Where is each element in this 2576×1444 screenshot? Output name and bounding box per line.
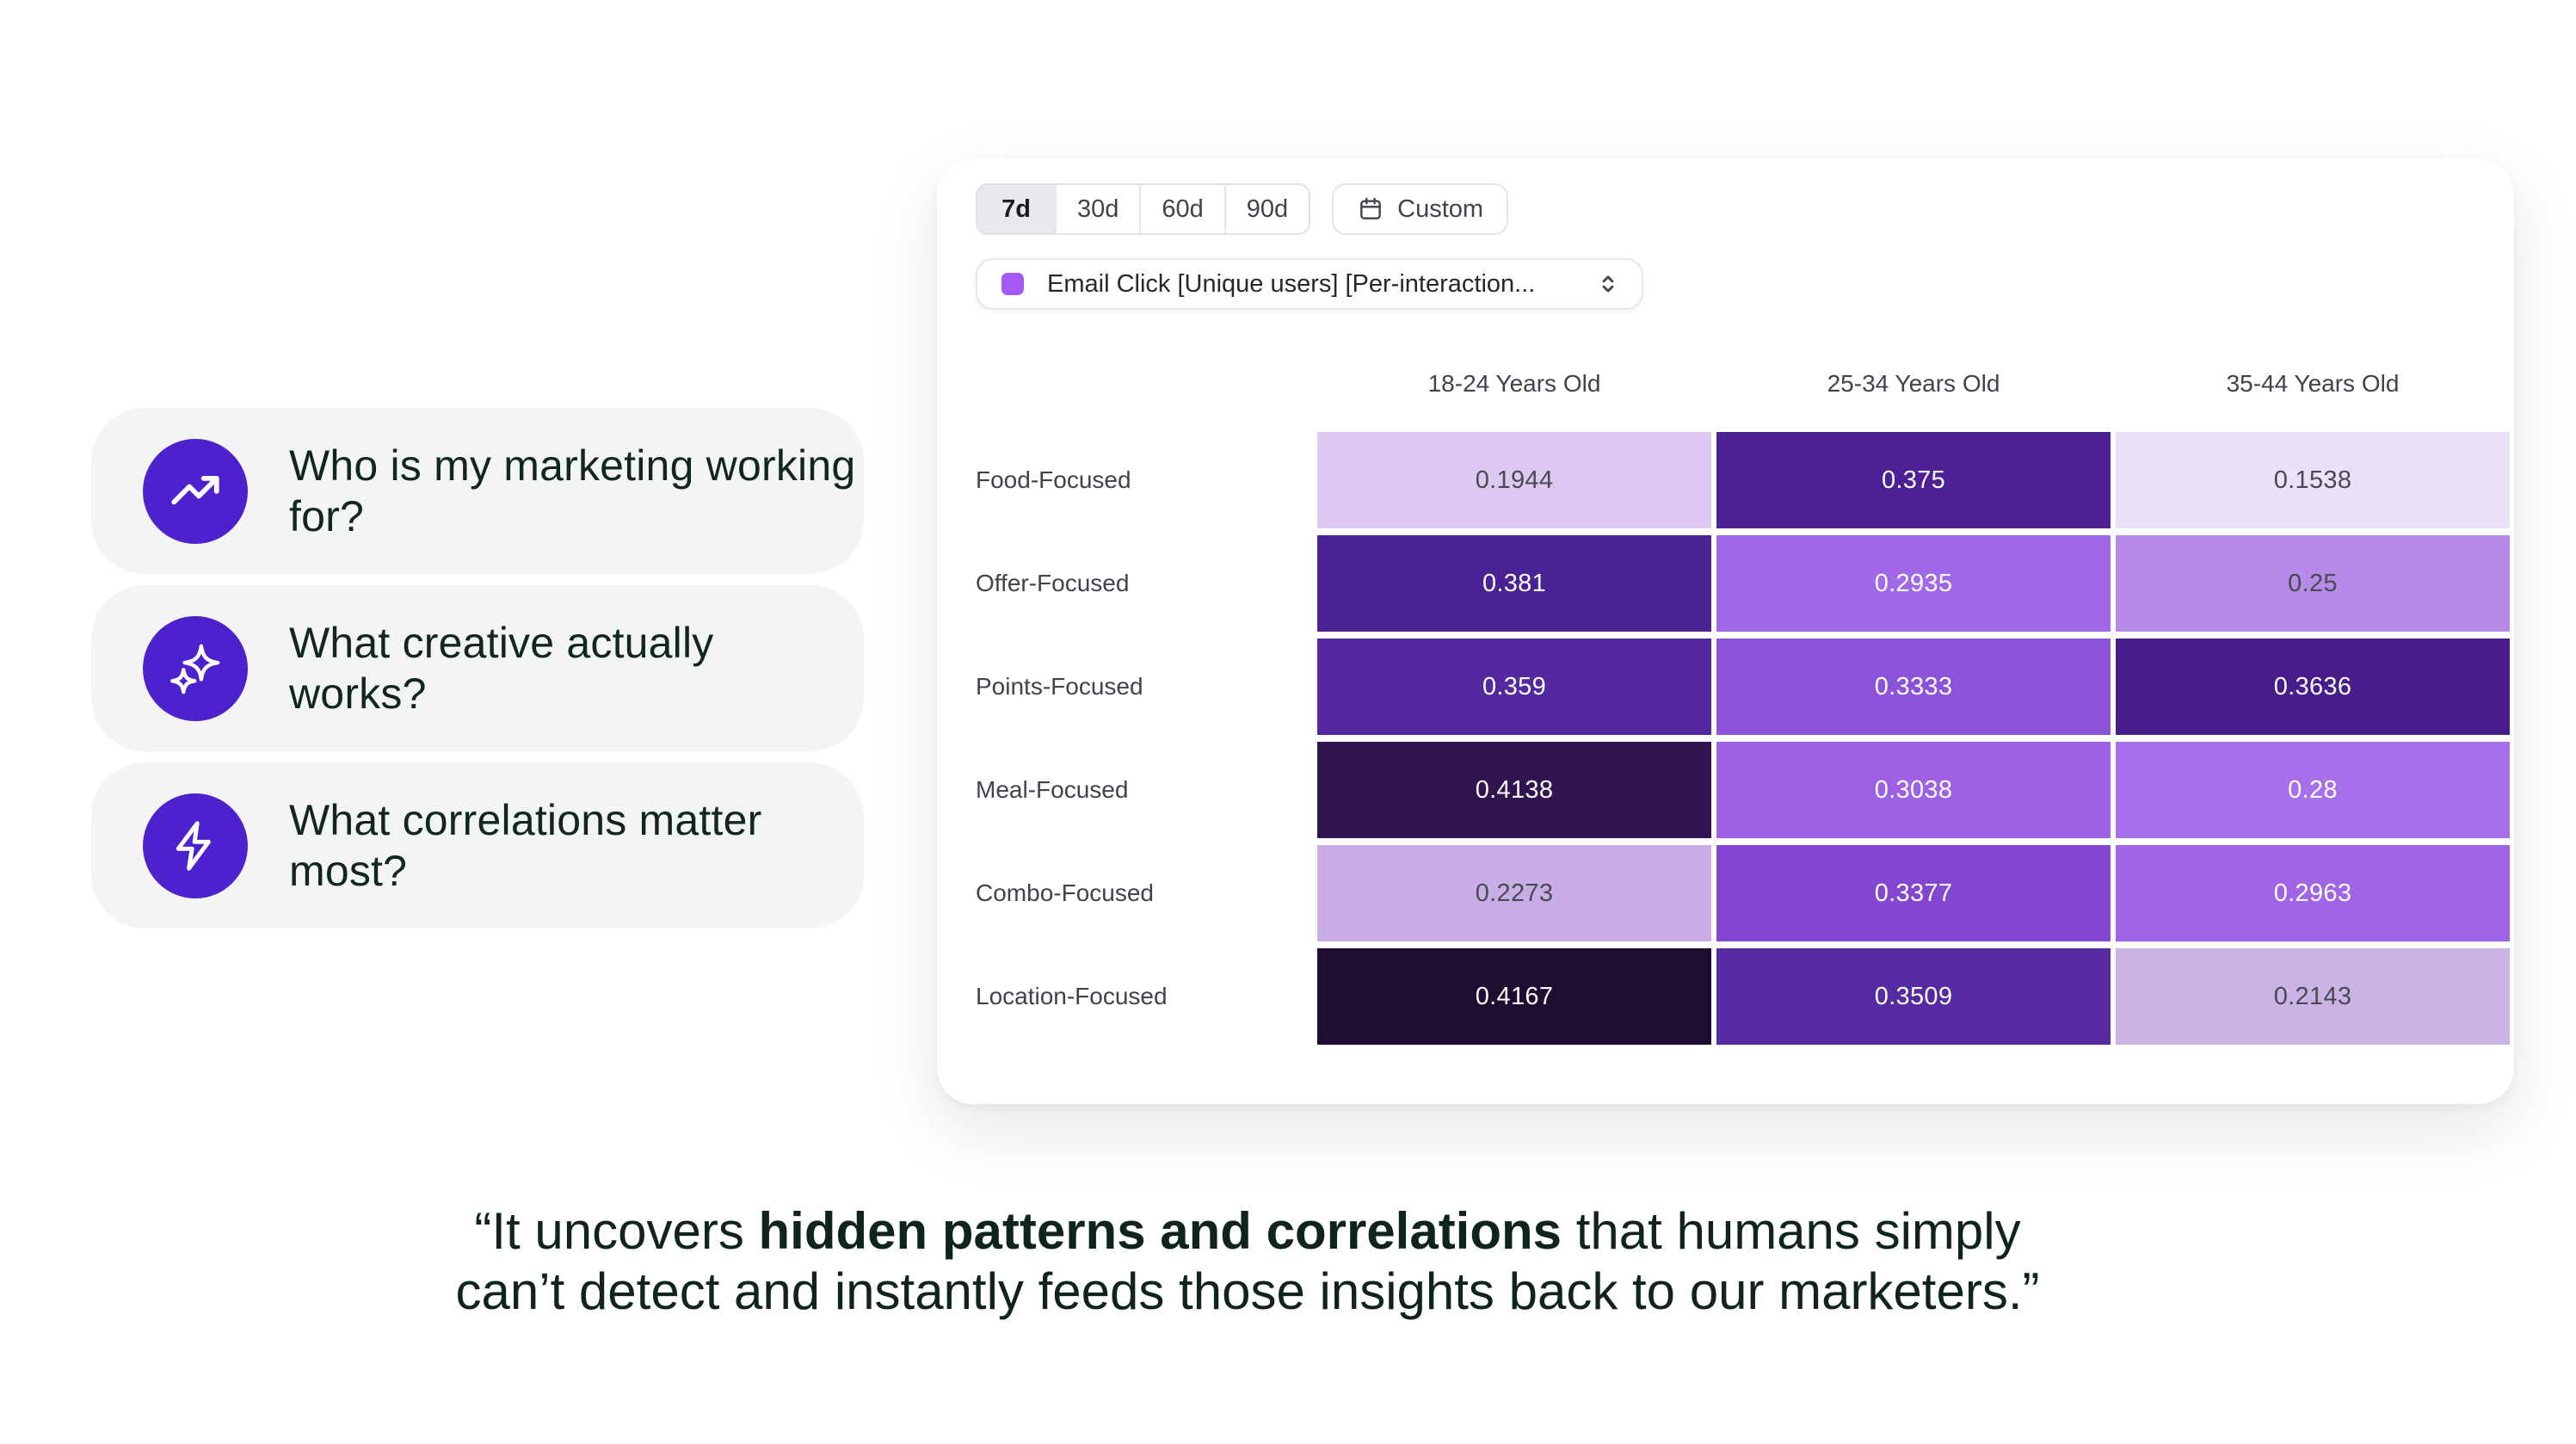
custom-date-label: Custom	[1397, 194, 1484, 223]
analytics-card: 7d 30d 60d 90d Custom Email Click [Uniqu…	[937, 158, 2514, 1104]
row-label: Food-Focused	[976, 466, 1131, 493]
row-label: Meal-Focused	[976, 776, 1129, 803]
toolbar: 7d 30d 60d 90d Custom	[976, 183, 2514, 235]
heatmap-cell[interactable]: 0.2963	[2116, 845, 2510, 941]
heatmap-cell-value: 0.3509	[1874, 982, 1953, 1010]
heatmap-cell[interactable]: 0.3377	[1716, 845, 2111, 941]
heatmap-cell-value: 0.2935	[1874, 569, 1953, 597]
metric-swatch	[1001, 273, 1024, 295]
heatmap-cell[interactable]: 0.375	[1716, 432, 2111, 528]
heatmap-cell-value: 0.3636	[2273, 672, 2352, 700]
calendar-icon	[1360, 197, 1382, 219]
heatmap-cell-value: 0.381	[1482, 569, 1547, 597]
heatmap-cell-value: 0.1944	[1475, 466, 1554, 494]
row-label: Location-Focused	[976, 983, 1168, 1009]
question-label: What creative actually works?	[289, 618, 714, 718]
quote-text: that humans simply	[1562, 1202, 2021, 1260]
metric-select[interactable]: Email Click [Unique users] [Per-interact…	[976, 258, 1643, 310]
time-range-tabs: 7d 30d 60d 90d	[976, 183, 1311, 235]
question-bubble-audience[interactable]: Who is my marketing working for?	[91, 408, 864, 574]
heatmap-cell-value: 0.2143	[2273, 982, 2352, 1010]
row-label: Offer-Focused	[976, 570, 1130, 596]
heatmap-cell-value: 0.25	[2288, 569, 2338, 597]
column-header: 18-24 Years Old	[1427, 370, 1601, 397]
heatmap-cell-value: 0.3038	[1874, 775, 1953, 804]
tab-30d[interactable]: 30d	[1055, 185, 1140, 233]
questions-panel: Who is my marketing working for? What cr…	[91, 408, 864, 929]
heatmap-cell-value: 0.4167	[1475, 982, 1554, 1010]
tab-60d[interactable]: 60d	[1139, 185, 1224, 233]
tab-90d[interactable]: 90d	[1223, 185, 1310, 233]
column-header: 25-34 Years Old	[1827, 370, 2000, 397]
heatmap-cell[interactable]: 0.1944	[1317, 432, 1711, 528]
heatmap-cell[interactable]: 0.381	[1317, 535, 1711, 632]
heatmap-cell[interactable]: 0.2143	[2116, 948, 2510, 1045]
heatmap-cell-value: 0.1538	[2273, 466, 2352, 494]
heatmap-cell[interactable]: 0.1538	[2116, 432, 2510, 528]
row-label: Combo-Focused	[976, 879, 1154, 906]
question-label: Who is my marketing working for?	[289, 441, 856, 540]
heatmap-cell[interactable]: 0.4167	[1317, 948, 1711, 1045]
question-bubble-creative[interactable]: What creative actually works?	[91, 585, 864, 751]
heatmap-cell-value: 0.3377	[1874, 879, 1953, 907]
metric-select-value: Email Click [Unique users] [Per-interact…	[1047, 269, 1536, 298]
custom-date-button[interactable]: Custom	[1332, 183, 1509, 235]
heatmap-grid: Food-Focused 0.1944 0.375 0.1538 Offer-F…	[976, 432, 2514, 1045]
heatmap-column-headers: 18-24 Years Old 25-34 Years Old 35-44 Ye…	[976, 370, 2514, 398]
question-bubble-correlations[interactable]: What correlations matter most?	[91, 762, 864, 929]
heatmap-cell[interactable]: 0.28	[2116, 742, 2510, 838]
heatmap-cell-value: 0.2273	[1475, 879, 1554, 907]
heatmap-cell[interactable]: 0.4138	[1317, 742, 1711, 838]
heatmap-cell[interactable]: 0.3509	[1716, 948, 2111, 1045]
row-label: Points-Focused	[976, 673, 1143, 700]
heatmap-cell[interactable]: 0.3333	[1716, 639, 2111, 735]
heatmap-cell[interactable]: 0.359	[1317, 639, 1711, 735]
heatmap-cell[interactable]: 0.3038	[1716, 742, 2111, 838]
quote-text: can’t detect and instantly feeds those i…	[455, 1262, 2040, 1320]
tab-7d[interactable]: 7d	[977, 185, 1055, 233]
question-label: What correlations matter most?	[289, 795, 762, 895]
heatmap-cell[interactable]: 0.25	[2116, 535, 2510, 632]
heatmap-cell[interactable]: 0.2935	[1716, 535, 2111, 632]
testimonial-quote: “It uncovers hidden patterns and correla…	[198, 1201, 2297, 1322]
sparkles-icon	[143, 615, 248, 721]
bolt-icon	[143, 793, 248, 898]
heatmap-cell[interactable]: 0.3636	[2116, 639, 2510, 735]
heatmap-cell-value: 0.375	[1881, 466, 1946, 494]
heatmap-cell-value: 0.4138	[1475, 775, 1554, 804]
heatmap-cell-value: 0.2963	[2273, 879, 2352, 907]
trending-up-icon	[143, 438, 248, 544]
heatmap-cell-value: 0.359	[1482, 672, 1547, 700]
heatmap-cell[interactable]: 0.2273	[1317, 845, 1711, 941]
quote-emphasis: hidden patterns and correlations	[758, 1202, 1562, 1260]
chevron-up-down-icon	[1602, 275, 1614, 293]
heatmap-cell-value: 0.28	[2288, 775, 2338, 804]
heatmap-cell-value: 0.3333	[1874, 672, 1953, 700]
column-header: 35-44 Years Old	[2226, 370, 2400, 397]
quote-text: “It uncovers	[474, 1202, 759, 1260]
